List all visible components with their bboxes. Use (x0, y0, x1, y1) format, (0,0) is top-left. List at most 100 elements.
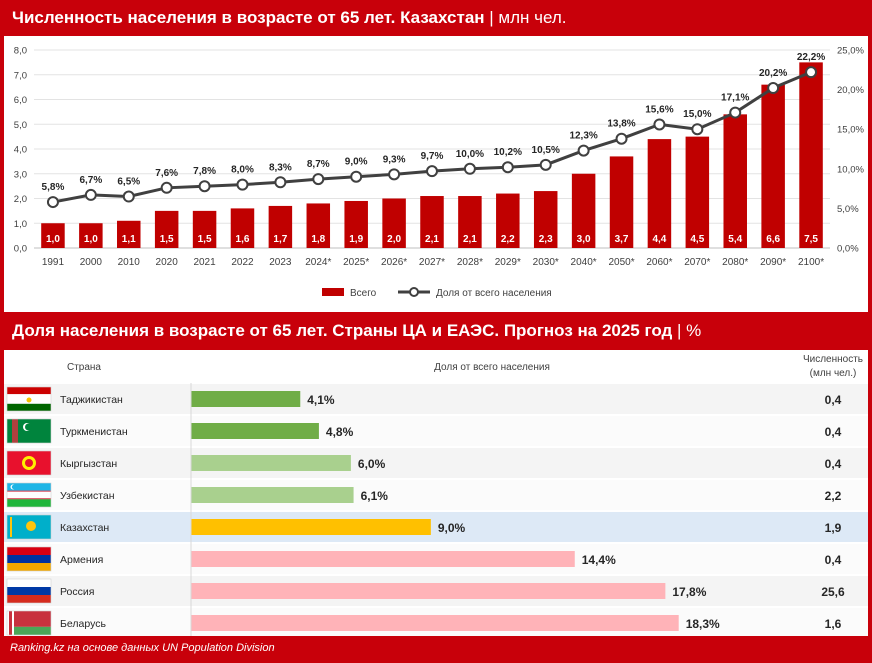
y-axis-tick-label: 1,0 (14, 219, 27, 230)
share-value-label: 13,8% (607, 119, 635, 130)
x-axis-tick-label: 1991 (42, 257, 65, 268)
x-axis-tick-label: 2028* (457, 257, 483, 268)
x-axis-tick-label: 2100* (798, 257, 824, 268)
count-value: 1,9 (825, 521, 842, 535)
row-background (4, 416, 868, 446)
bar-total (723, 114, 747, 248)
share-value-label: 9,0% (438, 521, 466, 535)
count-value: 2,2 (825, 489, 842, 503)
count-value: 0,4 (825, 553, 842, 567)
bar-value-label: 2,3 (539, 234, 553, 245)
share-value-label: 8,0% (231, 165, 254, 176)
bar-value-label: 4,4 (652, 234, 666, 245)
share-value-label: 6,0% (358, 457, 386, 471)
share-value-label: 4,1% (307, 393, 335, 407)
share-point (122, 190, 135, 203)
country-name: Россия (60, 586, 94, 598)
country-name: Таджикистан (60, 394, 123, 406)
bar-value-label: 2,1 (425, 234, 439, 245)
bar-total (647, 139, 672, 248)
share-value-label: 5,8% (42, 182, 65, 193)
share-point (46, 196, 59, 209)
bar-total (268, 205, 293, 248)
row-background (4, 448, 868, 478)
column-header-count: Численность (803, 354, 863, 365)
armenia-flag-icon (6, 546, 52, 572)
count-value: 25,6 (821, 585, 845, 599)
country-row (4, 384, 868, 414)
bar-total (761, 84, 785, 249)
column-header-count-unit: (млн чел.) (810, 368, 857, 379)
x-axis-tick-label: 2026* (381, 257, 407, 268)
country-name: Казахстан (60, 522, 109, 534)
population-chart-panel: 0,0 1,0 2,0 3,0 4,0 5,0 6,0 7,0 8,0 0,0% 5,0% 10,0%… (4, 36, 868, 312)
share-point (805, 66, 818, 79)
share-point (274, 176, 287, 189)
legend: Всего Доля от всего населения (322, 287, 552, 299)
share-value-label: 9,7% (421, 151, 444, 162)
share-value-label: 15,6% (645, 104, 673, 115)
count-value: 0,4 (825, 393, 842, 407)
share-value-label: 9,0% (345, 157, 368, 168)
bar-total (420, 196, 444, 248)
share-value-label: 12,3% (569, 131, 597, 142)
share-value-label: 7,6% (155, 168, 178, 179)
y-axis-tick-label: 0,0 (14, 244, 27, 255)
bar-total (230, 208, 255, 248)
share-point (653, 118, 666, 131)
bar-total (154, 210, 179, 248)
kazakhstan-flag-icon (6, 514, 52, 540)
belarus-flag-icon (6, 610, 52, 636)
share-bar (191, 391, 301, 407)
turkmenistan-flag-icon (6, 418, 52, 444)
count-value: 0,4 (825, 425, 842, 439)
bar-value-label: 1,5 (160, 234, 174, 245)
bar-total (79, 223, 103, 248)
share-point (236, 178, 249, 191)
x-axis-tick-label: 2020 (156, 257, 179, 268)
bar-total (458, 196, 482, 248)
bar-value-label: 3,0 (577, 234, 591, 245)
y-axis-tick-label: 2,0 (14, 194, 27, 205)
share-point (577, 144, 590, 157)
share-value-label: 18,3% (686, 617, 720, 631)
share-bar (191, 583, 666, 599)
country-row (4, 480, 868, 510)
x-axis-tick-label: 2022 (231, 257, 254, 268)
bar-value-label: 3,7 (615, 234, 629, 245)
source-footer: Ranking.kz на основе данных UN Populatio… (10, 642, 275, 654)
y2-axis-tick-label: 10,0% (837, 164, 864, 175)
bar-total (571, 173, 596, 248)
chart1-title: Численность населения в возрасте от 65 л… (0, 0, 872, 36)
share-point (160, 181, 173, 194)
country-row (4, 512, 868, 542)
chart2-title: Доля населения в возрасте от 65 лет. Стр… (0, 312, 872, 350)
countries-chart: Страна Доля от всего населения Численность… (4, 354, 868, 639)
countries-chart-panel: Страна Доля от всего населения Численность… (4, 350, 868, 639)
legend-label-total: Всего (350, 288, 377, 299)
y-axis-tick-label: 4,0 (14, 145, 27, 156)
bar-total (609, 156, 634, 248)
share-value-label: 17,8% (672, 585, 706, 599)
row-background (4, 512, 868, 542)
share-point (426, 165, 438, 178)
share-bar (191, 519, 431, 535)
share-value-label: 15,0% (683, 109, 711, 120)
country-row (4, 416, 868, 446)
share-value-label: 6,1% (361, 489, 389, 503)
y2-axis-tick-label: 0,0% (837, 244, 859, 255)
share-value-label: 10,0% (456, 149, 484, 160)
share-point (615, 132, 628, 145)
population-chart: 0,0 1,0 2,0 3,0 4,0 5,0 6,0 7,0 8,0 0,0% 5,0% 10,0%… (14, 46, 865, 300)
bar-total (382, 198, 406, 248)
x-axis-tick-label: 2027* (419, 257, 445, 268)
x-axis-tick-label: 2080* (722, 257, 748, 268)
bar-value-label: 2,0 (387, 234, 401, 245)
bar-total (533, 191, 558, 248)
bar-total (192, 210, 217, 248)
y2-axis-tick-label: 25,0% (837, 46, 864, 57)
bar-total (685, 136, 710, 248)
bar-total (496, 193, 520, 248)
country-row (4, 448, 868, 478)
y-axis-tick-label: 8,0 (14, 46, 27, 57)
